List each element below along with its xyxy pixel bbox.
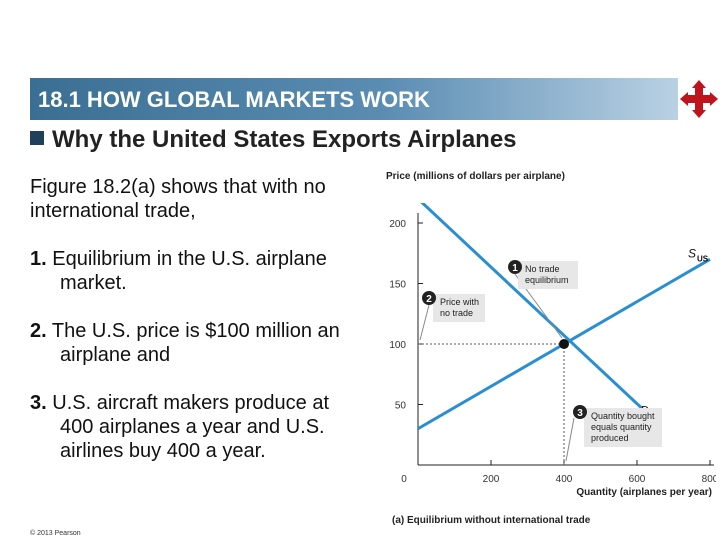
point-3: 3. U.S. aircraft makers produce at 400 a… (30, 391, 360, 463)
annotation-2-number: 2 (426, 294, 432, 305)
point-1-text: Equilibrium in the U.S. airplane market. (52, 248, 327, 294)
square-bullet-icon (30, 131, 44, 145)
header-title: 18.1 HOW GLOBAL MARKETS WORK (38, 87, 430, 112)
x-tick-label: 600 (629, 474, 646, 485)
annotation-2-leader (419, 304, 430, 341)
annotation-3-marker (573, 405, 587, 419)
red-cross-arrows-icon (680, 80, 718, 118)
annotation-1-number: 1 (512, 263, 518, 274)
chart-caption: (a) Equilibrium without international tr… (392, 515, 591, 526)
supply-label-sub: US (697, 254, 709, 263)
y-tick-label: 50 (395, 401, 407, 412)
annotation-1-marker (508, 260, 522, 274)
point-2-number: 2. (30, 320, 47, 342)
x-tick-label: 400 (556, 474, 573, 485)
x-tick-label: 200 (483, 474, 500, 485)
annotation-3-number: 3 (577, 408, 583, 419)
y-tick-label: 150 (389, 280, 406, 291)
annotation-1-text: No trade (525, 264, 560, 274)
annotation-1-box (518, 261, 578, 289)
point-3-text: U.S. aircraft makers produce at 400 airp… (52, 392, 330, 462)
annotation-1-text: equilibrium (525, 275, 569, 285)
x-tick-label: 0 (401, 474, 407, 485)
annotation-3-leader (565, 417, 575, 462)
annotation-2-text: no trade (440, 308, 473, 318)
point-2-text: The U.S. price is $100 million an airpla… (51, 320, 340, 366)
x-tick-label: 800 (702, 474, 716, 485)
annotation-3-text: equals quantity (591, 422, 652, 432)
annotation-3-text: produced (591, 433, 629, 443)
chart: Price (millions of dollars per airplane)… (386, 171, 716, 526)
y-tick-label: 100 (389, 340, 406, 351)
y-tick-label: 200 (389, 219, 406, 230)
equilibrium-point (559, 339, 569, 349)
annotation-3-text: Quantity bought (591, 411, 655, 421)
point-1-number: 1. (30, 248, 47, 270)
point-3-number: 3. (30, 392, 47, 414)
y-axis-label: Price (millions of dollars per airplane) (386, 171, 565, 182)
intro-text: Figure 18.2(a) shows that with no intern… (30, 176, 326, 222)
point-1: 1. Equilibrium in the U.S. airplane mark… (30, 247, 360, 295)
copyright: © 2013 Pearson (30, 530, 81, 537)
supply-label: S (688, 246, 696, 260)
subtitle-text: Why the United States Exports Airplanes (52, 126, 517, 153)
subtitle: Why the United States Exports Airplanes (30, 126, 517, 154)
header-bar: 18.1 HOW GLOBAL MARKETS WORK (30, 78, 678, 120)
annotation-2-text: Price with (440, 297, 479, 307)
body-text: Figure 18.2(a) shows that with no intern… (30, 175, 360, 487)
annotation-3-box (584, 408, 662, 447)
x-axis-label: Quantity (airplanes per year) (576, 487, 712, 498)
annotation-2-box (433, 294, 485, 322)
annotation-2-marker (422, 291, 436, 305)
point-2: 2. The U.S. price is $100 million an air… (30, 319, 360, 367)
demand-line (420, 203, 646, 412)
